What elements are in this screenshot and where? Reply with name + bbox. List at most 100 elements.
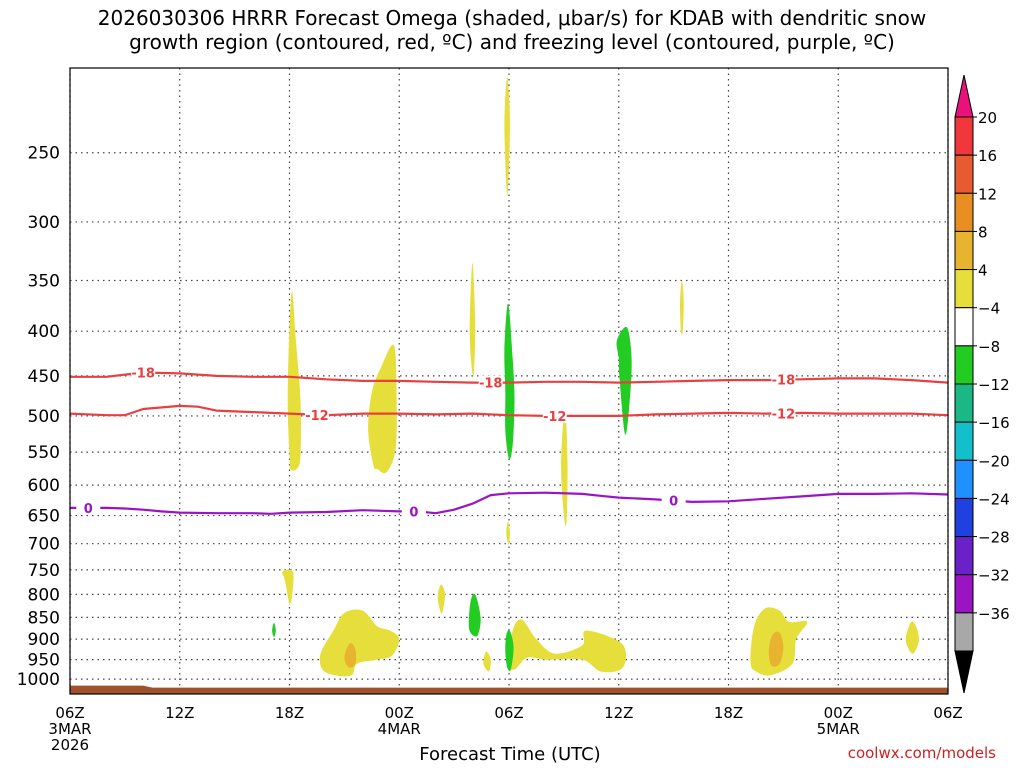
omega-region bbox=[282, 569, 294, 605]
contour-label: -12 bbox=[543, 410, 567, 425]
colorbar-swatch bbox=[954, 307, 974, 347]
y-tick-label: 950 bbox=[28, 651, 60, 671]
x-tick-label: 4MAR bbox=[378, 720, 421, 738]
colorbar-label: −20 bbox=[978, 452, 1010, 470]
contour-label-bg bbox=[542, 408, 567, 423]
omega-region bbox=[469, 262, 476, 377]
colorbar-swatch bbox=[954, 497, 974, 538]
grid bbox=[69, 68, 949, 694]
colorbar-label: −32 bbox=[978, 567, 1010, 585]
contour-line bbox=[70, 371, 949, 384]
colorbar-swatch bbox=[954, 383, 974, 423]
x-tick-label: 12Z bbox=[604, 704, 633, 722]
contour-label-bg bbox=[771, 406, 796, 421]
omega-region bbox=[506, 521, 510, 546]
x-tick-label: 06Z bbox=[933, 704, 962, 722]
ground-surface bbox=[70, 685, 948, 694]
omega-region bbox=[287, 291, 301, 471]
colorbar-swatch bbox=[954, 192, 974, 232]
chart-title-line-2: growth region (contoured, red, ºC) and f… bbox=[129, 30, 895, 54]
contour-label-bg bbox=[661, 493, 686, 508]
contour-label: -18 bbox=[479, 377, 503, 392]
colorbar: 20 16 12 8 4 −4 −8 −12 −16 −20 −24 −28 −32 −36 bbox=[954, 74, 1010, 694]
x-tick-label: 3MAR bbox=[48, 720, 91, 738]
y-tick-label: 400 bbox=[28, 322, 60, 342]
contour-label: 0 bbox=[409, 505, 418, 520]
x-tick-label: 18Z bbox=[714, 704, 743, 722]
contour-label: 0 bbox=[84, 502, 93, 517]
y-tick-label: 800 bbox=[28, 585, 60, 605]
contour-label: -18 bbox=[131, 367, 155, 382]
colorbar-label: 12 bbox=[978, 185, 997, 203]
colorbar-swatch bbox=[954, 421, 974, 461]
colorbar-label: −4 bbox=[978, 300, 1000, 318]
omega-region bbox=[768, 631, 784, 667]
omega-region bbox=[561, 408, 568, 527]
omega-region bbox=[319, 609, 400, 677]
colorbar-label: −36 bbox=[978, 605, 1010, 623]
y-tick-label: 300 bbox=[28, 213, 60, 233]
omega-region bbox=[616, 326, 632, 435]
colorbar-swatch bbox=[954, 116, 974, 156]
y-tick-label: 900 bbox=[28, 630, 60, 650]
contour-label-bg bbox=[478, 375, 503, 390]
colorbar-label: −24 bbox=[978, 490, 1010, 508]
y-tick-label: 1000 bbox=[17, 670, 60, 690]
colorbar-label: −8 bbox=[978, 338, 1000, 356]
colorbar-top-triangle bbox=[954, 74, 974, 118]
omega-region bbox=[505, 629, 514, 672]
axes: 2503003504004505005506006507007508008509… bbox=[17, 67, 963, 754]
contour-label-bg bbox=[76, 500, 101, 515]
x-tick-label: 12Z bbox=[165, 704, 194, 722]
x-tick-label: 06Z bbox=[55, 704, 84, 722]
colorbar-swatch bbox=[954, 154, 974, 194]
chart-title-line-1: 2026030306 HRRR Forecast Omega (shaded, … bbox=[97, 6, 927, 30]
contour-label-bg bbox=[304, 407, 329, 422]
colorbar-swatch bbox=[954, 536, 974, 576]
y-tick-label: 250 bbox=[28, 144, 60, 164]
contour-label: -18 bbox=[772, 374, 796, 389]
omega-region bbox=[483, 651, 491, 672]
y-tick-label: 700 bbox=[28, 535, 60, 555]
omega-region bbox=[508, 619, 627, 673]
x-tick-label: 06Z bbox=[494, 704, 523, 722]
colorbar-label: 16 bbox=[978, 147, 997, 165]
omega-region bbox=[504, 77, 510, 196]
omega-region bbox=[679, 280, 684, 335]
y-tick-label: 650 bbox=[28, 507, 60, 527]
y-tick-label: 550 bbox=[28, 443, 60, 463]
y-tick-label: 600 bbox=[28, 476, 60, 496]
colorbar-swatch bbox=[954, 612, 974, 652]
contour-label-bg bbox=[401, 504, 426, 519]
colorbar-swatch bbox=[954, 230, 974, 271]
y-tick-label: 750 bbox=[28, 561, 60, 581]
colorbar-label: −16 bbox=[978, 414, 1010, 432]
x-tick-label: 18Z bbox=[275, 704, 304, 722]
omega-region bbox=[468, 593, 481, 637]
x-tick-label: 00Z bbox=[824, 704, 853, 722]
colorbar-bottom-triangle bbox=[954, 650, 974, 694]
x-tick-label: 00Z bbox=[385, 704, 414, 722]
omega-region bbox=[504, 303, 515, 460]
omega-region bbox=[905, 621, 919, 654]
y-tick-label: 850 bbox=[28, 608, 60, 628]
source-credit: coolwx.com/models bbox=[847, 744, 996, 762]
contour-line bbox=[70, 491, 949, 515]
x-axis-label: Forecast Time (UTC) bbox=[419, 744, 601, 765]
contour-label-bg bbox=[771, 372, 796, 387]
y-tick-label: 350 bbox=[28, 271, 60, 291]
colorbar-swatch bbox=[954, 345, 974, 385]
y-tick-label: 500 bbox=[28, 407, 60, 427]
y-tick-label: 450 bbox=[28, 367, 60, 387]
colorbar-swatch bbox=[954, 574, 974, 614]
plot-frame bbox=[69, 67, 949, 695]
omega-region bbox=[344, 643, 357, 668]
colorbar-swatch bbox=[954, 459, 974, 499]
omega-region bbox=[437, 584, 446, 614]
omega-region bbox=[368, 344, 397, 474]
x-tick-label: 2026 bbox=[51, 736, 89, 754]
omega-shading bbox=[272, 77, 919, 677]
contours: -18 -18 -18 -12 -12 -12 0 0 0 bbox=[69, 365, 949, 520]
ground-terrain bbox=[70, 685, 948, 694]
